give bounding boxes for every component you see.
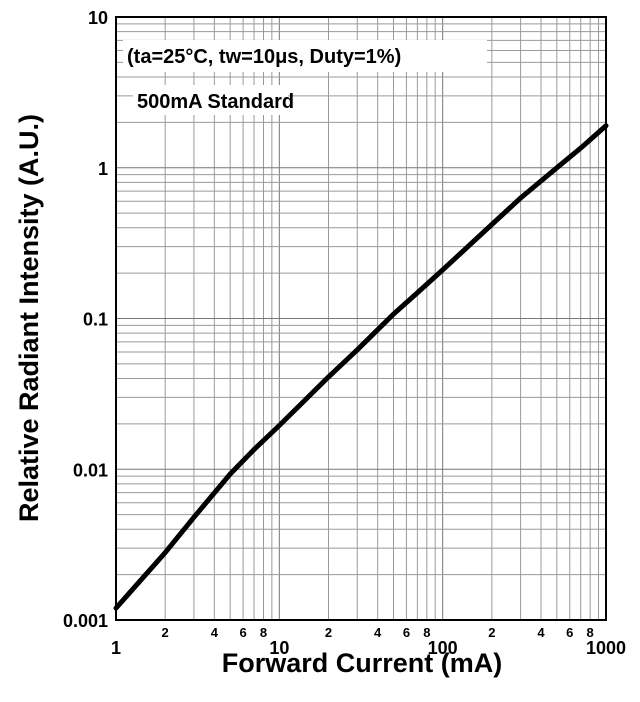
y-axis-label: Relative Radiant Intensity (A.U.) [14, 114, 44, 522]
chart-annotation-standard: 500mA Standard [137, 91, 294, 113]
x-minor-tick-label: 6 [566, 625, 573, 640]
x-minor-tick-label: 2 [162, 625, 169, 640]
x-minor-tick-label: 8 [587, 625, 594, 640]
x-tick-label: 100 [428, 638, 458, 658]
annotation-box-2 [133, 85, 288, 115]
y-tick-label: 0.001 [63, 611, 108, 631]
x-minor-tick-label: 8 [260, 625, 267, 640]
series-line [113, 123, 609, 611]
y-tick-label: 0.1 [83, 310, 108, 330]
y-tick-label: 0.01 [73, 460, 108, 480]
x-minor-tick-label: 8 [423, 625, 430, 640]
grid [116, 17, 606, 620]
x-tick-label: 1 [111, 638, 121, 658]
x-tick-label: 1000 [586, 638, 626, 658]
y-tick-label: 10 [88, 8, 108, 28]
x-minor-tick-label: 2 [488, 625, 495, 640]
y-tick-labels: 0.001 0.01 0.1 1 10 [63, 8, 108, 631]
plot-frame [115, 16, 607, 621]
x-tick-labels: 1 10 100 1000 [111, 638, 626, 658]
x-tick-label: 10 [269, 638, 289, 658]
annotation-box [123, 40, 487, 72]
y-tick-label: 1 [98, 159, 108, 179]
x-minor-tick-label: 2 [325, 625, 332, 640]
x-minor-tick-label: 6 [239, 625, 246, 640]
x-minor-tick-label: 4 [374, 625, 382, 640]
chart-annotation-conditions: (ta=25°C, tw=10μs, Duty=1%) [127, 46, 401, 68]
x-minor-tick-label: 4 [537, 625, 545, 640]
x-minor-tick-label: 6 [403, 625, 410, 640]
x-minor-tick-label: 4 [211, 625, 219, 640]
x-axis-label: Forward Current (mA) [222, 648, 503, 678]
